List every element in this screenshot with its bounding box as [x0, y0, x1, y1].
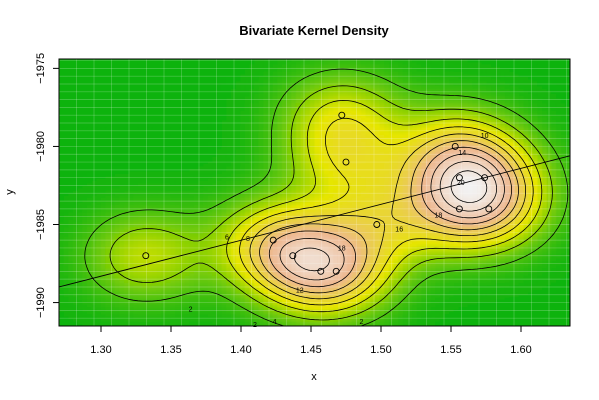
contour-label: 6 [225, 235, 229, 242]
data-point [317, 267, 325, 275]
chart-title: Bivariate Kernel Density [239, 23, 389, 38]
contour-label: 12 [296, 288, 304, 295]
density-fill [59, 59, 570, 326]
data-point [455, 205, 463, 213]
contour-label: 18 [435, 213, 443, 220]
contour-label: 2 [253, 322, 257, 329]
y-tick-label: −1985 [35, 209, 47, 240]
contour-line-12 [259, 140, 519, 294]
x-tick-label: 1.45 [300, 344, 321, 356]
contour-label: 2 [359, 319, 363, 326]
contour-line-8 [239, 117, 534, 306]
contour-line-10 [249, 133, 526, 300]
y-axis: −1975 −1980 −1985 −1990 [35, 53, 59, 318]
data-point [338, 111, 346, 119]
x-tick-label: 1.50 [370, 344, 391, 356]
contour-label: 8 [246, 236, 250, 243]
contour-line-20 [450, 170, 488, 203]
x-axis-title: x [311, 371, 317, 383]
contour-label: 18 [338, 245, 346, 252]
data-point [373, 221, 381, 228]
contour-line-16 [279, 153, 505, 281]
contour-label: 16 [395, 227, 403, 234]
data-point [332, 267, 340, 275]
data-point [451, 142, 459, 150]
data-point [342, 158, 350, 166]
data-point [485, 205, 493, 213]
x-tick-label: 1.60 [510, 344, 531, 356]
contour-label: 14 [458, 150, 466, 157]
data-points [142, 111, 493, 275]
data-point [481, 174, 489, 182]
contour-labels: 2 4 2 2 6 8 10 14 12 16 18 18 20 [189, 133, 489, 329]
contour-label: 10 [481, 133, 489, 140]
regression-line-group [59, 155, 570, 288]
data-point [289, 252, 297, 260]
data-point [142, 252, 150, 260]
x-axis: 1.30 1.35 1.40 1.45 1.50 1.55 1.60 [90, 326, 532, 356]
contour-line-2 [84, 68, 569, 326]
x-tick-label: 1.55 [440, 344, 461, 356]
y-tick-label: −1980 [35, 131, 47, 162]
data-point [455, 174, 463, 182]
x-tick-label: 1.35 [160, 344, 181, 356]
y-axis-title: y [4, 189, 16, 195]
x-tick-label: 1.30 [90, 344, 111, 356]
plot-frame [58, 58, 571, 327]
contour-label: 20 [457, 180, 465, 187]
y-tick-label: −1975 [35, 53, 47, 84]
data-point [269, 236, 277, 244]
x-tick-label: 1.40 [230, 344, 251, 356]
contour-label: 4 [273, 319, 277, 326]
contour-label: 2 [189, 306, 193, 313]
contour-line-4 [109, 85, 553, 321]
y-tick-label: −1990 [35, 287, 47, 318]
contour-line-6 [226, 100, 543, 313]
regression-line [59, 155, 570, 288]
contour-line-14 [268, 146, 512, 288]
